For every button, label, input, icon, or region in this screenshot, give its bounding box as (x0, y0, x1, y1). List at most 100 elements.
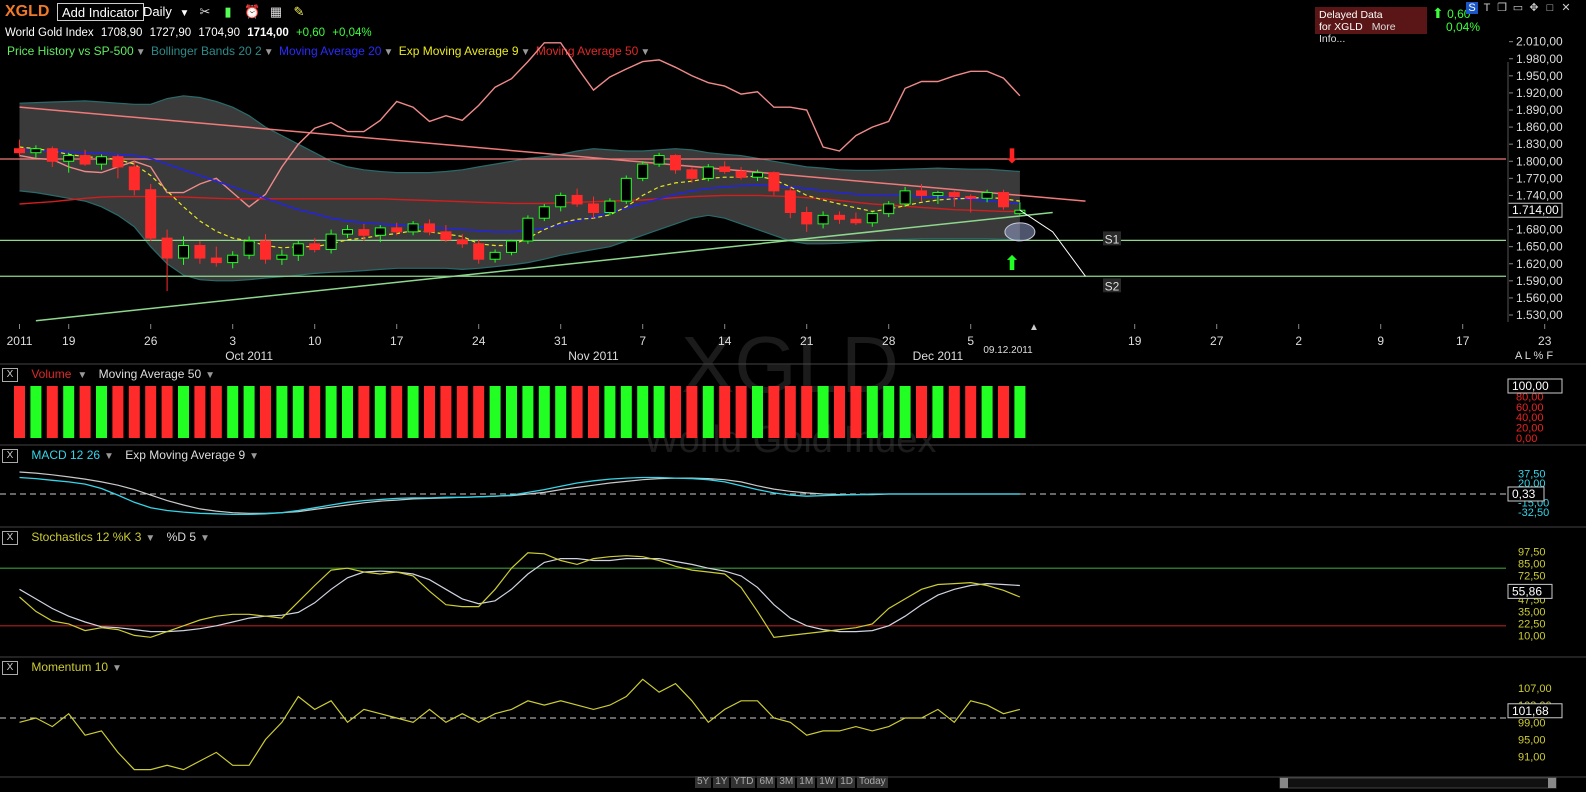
chevron-down-icon[interactable]: ▼ (112, 663, 122, 674)
range-button[interactable]: 1D (838, 776, 855, 788)
legend-price[interactable]: Price History vs SP-500 (7, 44, 134, 58)
change-pct: 0,04% (1446, 20, 1481, 34)
quote-change-pct: +0,04% (332, 27, 372, 39)
chevron-down-icon[interactable]: ▼ (640, 47, 651, 58)
range-button[interactable]: 6M (757, 776, 776, 788)
stoch-title[interactable]: Stochastics 12 %K 3 (31, 530, 142, 544)
candle-body (588, 203, 599, 213)
chevron-down-icon[interactable]: ▼ (383, 47, 394, 58)
volume-bar (768, 386, 780, 438)
range-button[interactable]: 5Y (695, 776, 712, 788)
text-icon[interactable]: T (1483, 2, 1491, 14)
volume-bar (506, 386, 517, 438)
range-button[interactable]: Today (856, 776, 888, 788)
more-info-link[interactable]: More Info... (1319, 21, 1396, 45)
x-tick-label: 17 (1456, 334, 1470, 348)
note-icon[interactable]: ✎ (293, 4, 305, 19)
x-tick-label: 2 (1295, 334, 1302, 348)
range-button[interactable]: 3M (777, 776, 796, 788)
close-icon[interactable]: ✕ (1561, 2, 1571, 14)
volume-tick-label: 40,00 (1516, 412, 1544, 424)
close-panel-icon[interactable]: X (2, 367, 18, 382)
candle-body (161, 237, 173, 259)
volume-bar (14, 386, 25, 438)
x-tick-label: 19 (62, 334, 76, 348)
delayed-data-badge[interactable]: Delayed Data for XGLD More Info... (1315, 7, 1427, 45)
close-panel-icon[interactable]: X (2, 530, 18, 545)
legend-bb[interactable]: Bollinger Bands 20 2 (150, 44, 262, 58)
macd-title[interactable]: MACD 12 26 (31, 448, 101, 462)
volume-tick-label: 80,00 (1516, 391, 1544, 403)
volume-bar (424, 386, 435, 438)
range-button[interactable]: YTD (731, 776, 756, 788)
chevron-down-icon[interactable]: ▼ (135, 47, 146, 58)
tools-icon[interactable]: ✂ (199, 4, 211, 19)
minimize-icon[interactable]: ▭ (1512, 2, 1524, 14)
x-tick-label: 28 (882, 334, 896, 348)
chart-type-icon[interactable]: ▮ (224, 4, 232, 19)
ma50-line (19, 194, 1020, 213)
legend-ma50[interactable]: Moving Average 50 (535, 44, 639, 58)
stoch-k-line (19, 552, 1021, 638)
candle-body (981, 192, 993, 199)
volume-bar (834, 386, 845, 438)
chevron-down-icon[interactable]: ▼ (77, 370, 88, 381)
candle-body (325, 233, 337, 251)
x-month-label: Dec 2011 (913, 349, 964, 363)
scale-buttons[interactable]: A L % F (1515, 350, 1554, 362)
period-select[interactable]: Daily ▼ (143, 4, 189, 19)
volume-bar (276, 386, 288, 438)
volume-bar (210, 386, 222, 438)
range-button[interactable]: 1M (797, 776, 816, 788)
stoch-d-title[interactable]: %D 5 (166, 530, 196, 544)
momentum-title[interactable]: Momentum 10 (31, 660, 109, 674)
candle-body (571, 194, 583, 205)
candle-body (374, 227, 386, 236)
chevron-down-icon[interactable]: ▼ (520, 47, 531, 58)
macd-ema-title[interactable]: Exp Moving Average 9 (125, 448, 246, 462)
volume-bar (391, 386, 403, 438)
legend-ma20[interactable]: Moving Average 20 (278, 44, 382, 58)
candle-body (292, 243, 304, 256)
current-date-label: 09.12.2011 (983, 345, 1033, 356)
current-date-marker-icon: ▲ (1029, 322, 1039, 333)
volume-bar (128, 386, 140, 438)
volume-ma-title[interactable]: Moving Average 50 (98, 367, 202, 381)
chevron-down-icon[interactable]: ▼ (205, 370, 216, 381)
calculator-icon[interactable]: ▦ (269, 4, 283, 19)
chevron-down-icon[interactable]: ▼ (200, 533, 210, 544)
close-panel-icon[interactable]: X (2, 660, 18, 675)
legend-ema9[interactable]: Exp Moving Average 9 (398, 44, 519, 58)
volume-title[interactable]: Volume (31, 367, 72, 381)
add-indicator-button[interactable]: Add Indicator (57, 3, 144, 21)
quote-open: 1708,90 (100, 27, 143, 39)
volume-tick-label: 60,00 (1516, 402, 1544, 414)
candle-body (538, 206, 550, 219)
chevron-down-icon[interactable]: ▼ (145, 533, 156, 544)
symbol-label[interactable]: XGLD (5, 3, 50, 20)
stoch-last-label: 55,86 (1512, 584, 1542, 598)
alarm-icon[interactable]: ⏰ (244, 4, 261, 19)
candle-body (670, 155, 681, 171)
candle-body (424, 223, 435, 233)
close-panel-icon[interactable]: X (2, 448, 18, 463)
chevron-down-icon[interactable]: ▼ (249, 451, 260, 462)
volume-bar (670, 386, 681, 438)
restore-icon[interactable]: ❐ (1497, 2, 1507, 14)
chevron-down-icon[interactable]: ▼ (104, 451, 114, 462)
volume-bar (735, 386, 747, 438)
volume-bar (866, 386, 878, 438)
y-tick-label: 1.860,00 (1516, 120, 1563, 134)
range-button[interactable]: 1W (817, 776, 837, 788)
maximize-icon[interactable]: □ (1546, 2, 1554, 14)
ma20-line (19, 149, 1020, 233)
chevron-down-icon[interactable]: ▼ (263, 47, 274, 58)
range-button[interactable]: 1Y (713, 776, 730, 788)
move-icon[interactable]: ✥ (1529, 2, 1539, 14)
candle-body (260, 240, 271, 260)
volume-bar (46, 386, 58, 438)
y-tick-label: 1.800,00 (1516, 154, 1563, 168)
candle-body (30, 148, 42, 154)
link-icon[interactable]: S (1466, 2, 1478, 14)
